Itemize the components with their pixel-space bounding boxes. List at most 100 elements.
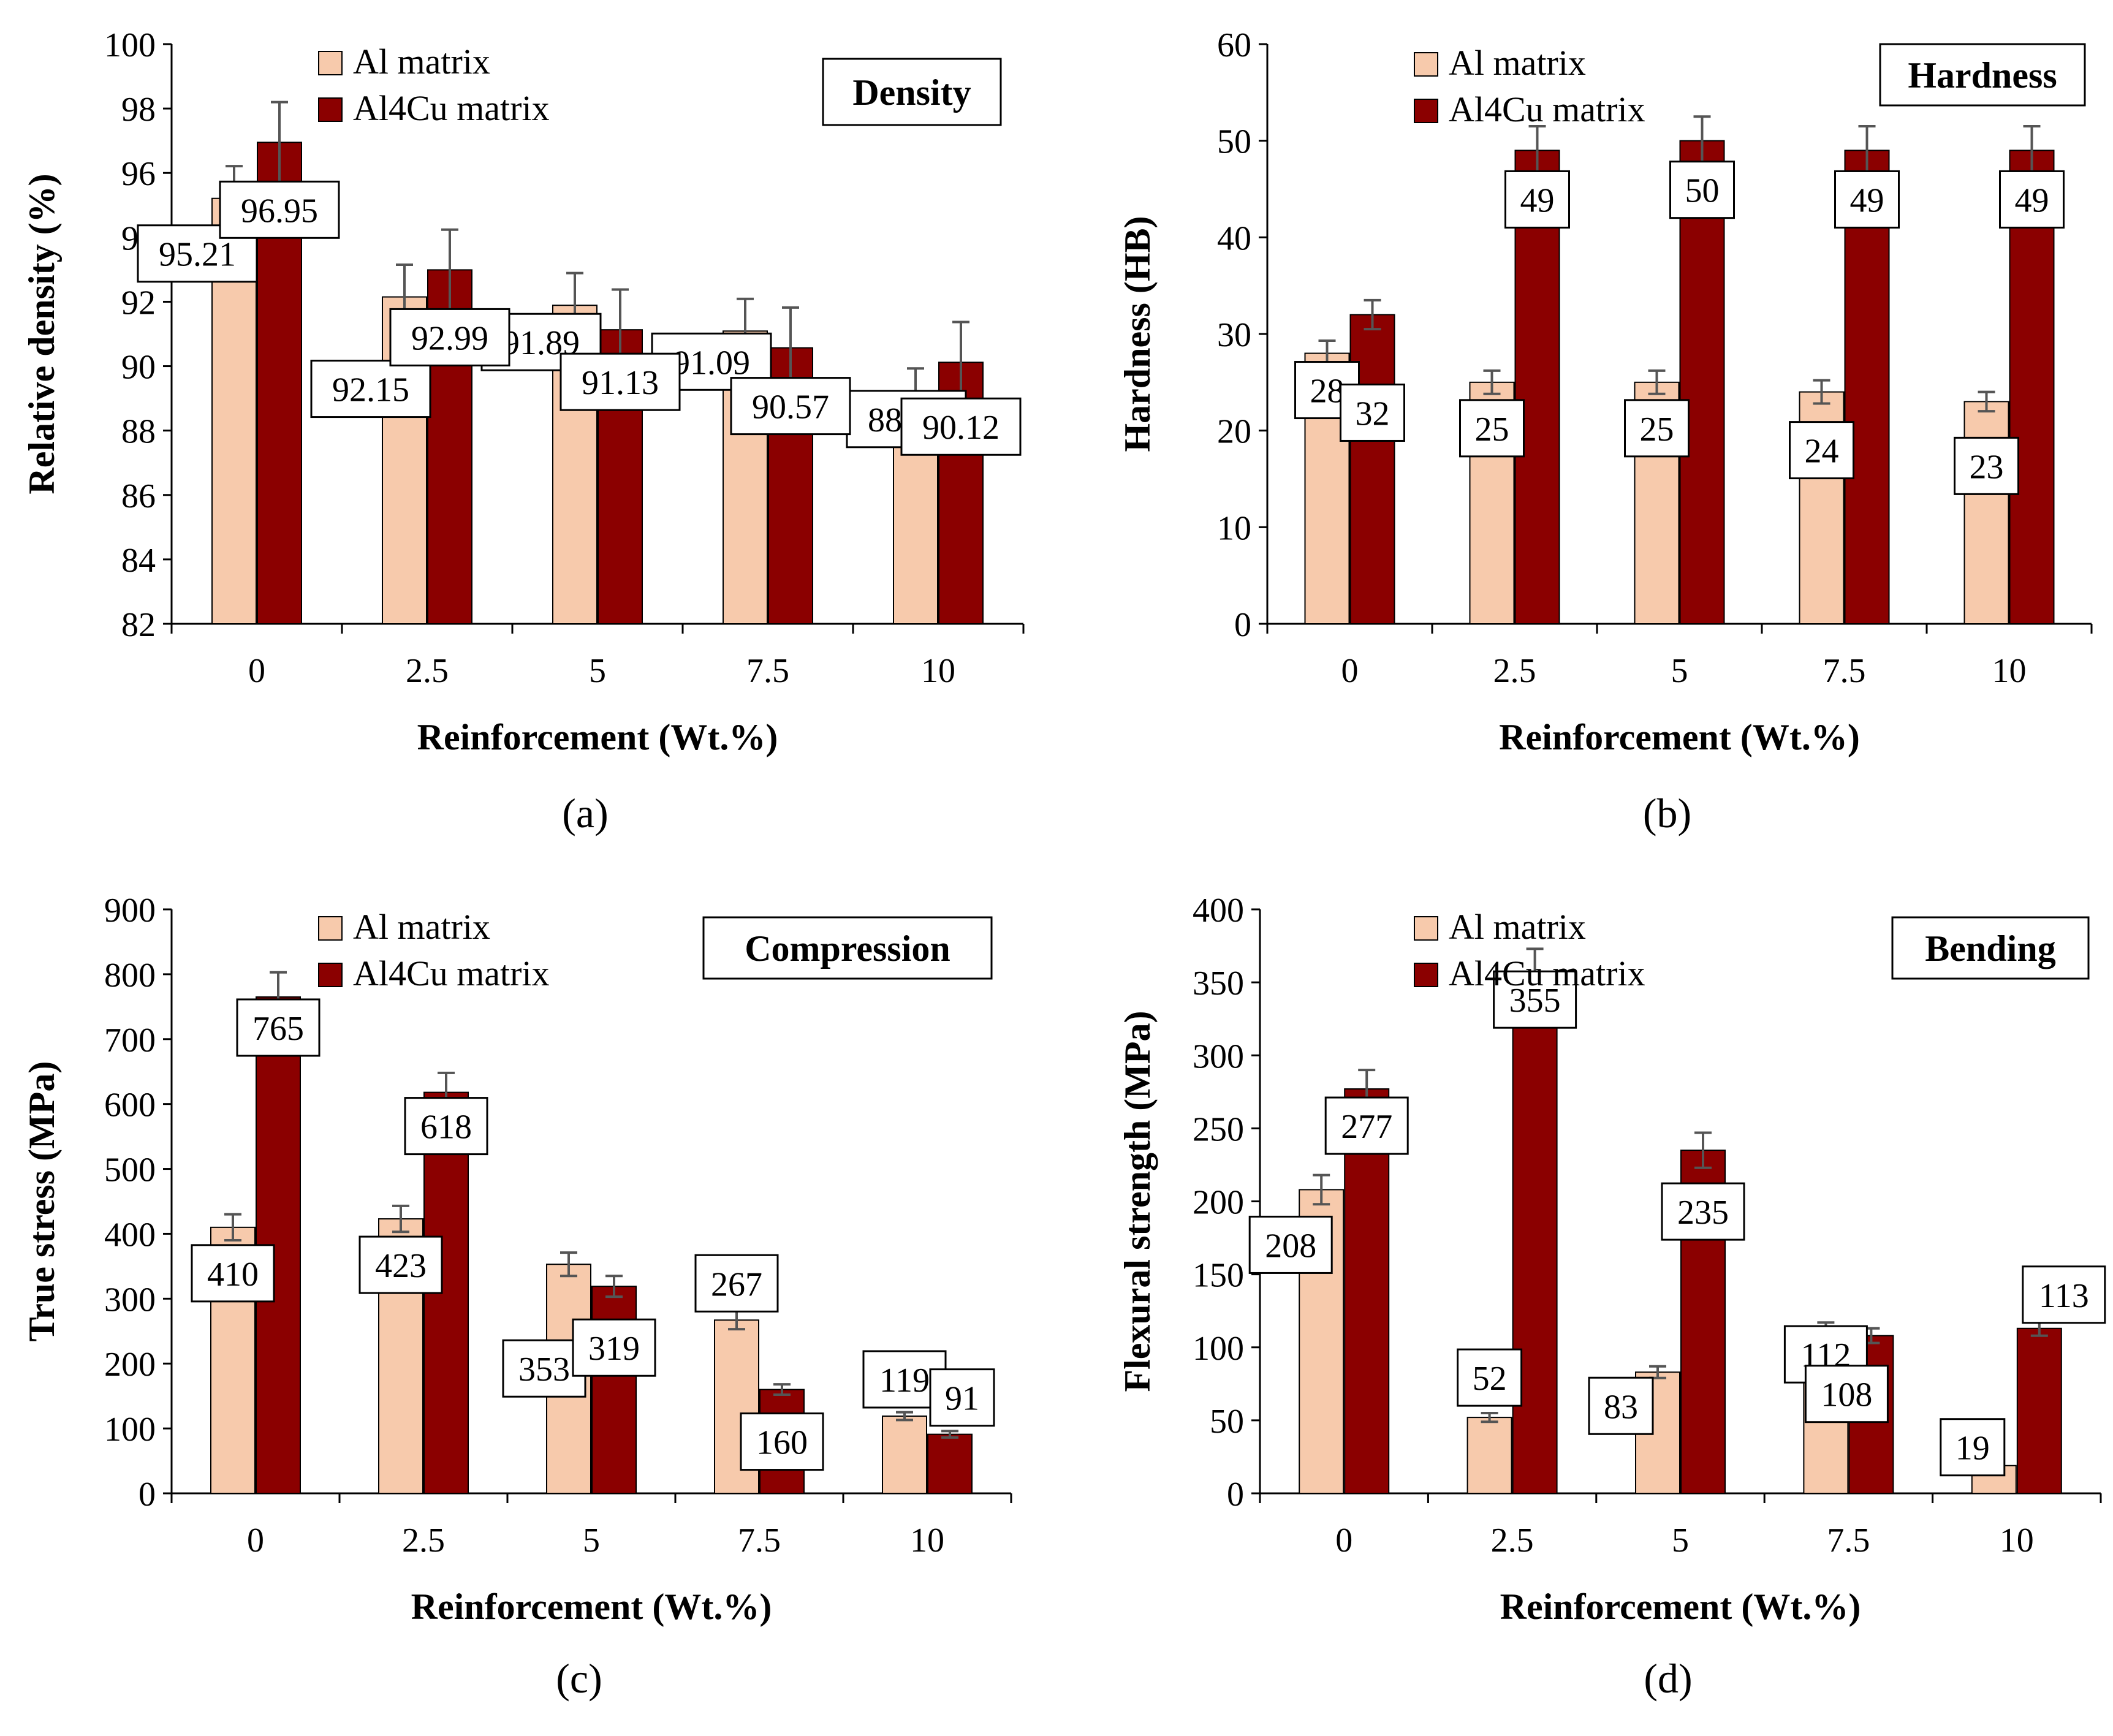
data-label: 319 [588, 1330, 640, 1368]
data-label: 91.09 [673, 344, 750, 382]
data-label: 765 [252, 1010, 304, 1048]
x-tick-label: 10 [910, 1522, 944, 1560]
y-tick-label: 84 [121, 542, 156, 580]
legend-label: Al4Cu matrix [1449, 953, 1645, 993]
al4cu-matrix-bar-1 [1512, 974, 1558, 1494]
data-label-box [730, 377, 851, 436]
data-label-box [236, 998, 321, 1057]
x-tick-label: 2.5 [1493, 652, 1536, 690]
x-tick-label: 5 [1672, 1522, 1689, 1560]
x-axis-title: Reinforcement (Wt.%) [417, 717, 778, 757]
y-tick-label: 92 [121, 284, 156, 322]
data-label: 49 [2015, 181, 2049, 219]
y-tick-label: 90 [121, 349, 156, 387]
data-label: 92.15 [332, 371, 409, 409]
data-label: 277 [1341, 1108, 1392, 1146]
al4cu-matrix-bar-4 [2016, 1327, 2062, 1495]
y-tick-label: 400 [104, 1216, 156, 1254]
legend-swatch-al4cu [318, 97, 343, 122]
y-tick-label: 350 [1193, 965, 1244, 1003]
data-label: 49 [1850, 181, 1884, 219]
chart-panel-c: 0 100 200 300 400 500 600 700 800 900 0 2.5 5 7.5 10 Re… [21, 892, 1012, 1702]
legend-label: Al matrix [1449, 907, 1586, 947]
data-label: 32 [1356, 395, 1390, 433]
data-label: 353 [518, 1351, 570, 1389]
data-label-box [1940, 1418, 2006, 1477]
y-tick-label: 50 [1217, 123, 1251, 161]
y-tick-label: 0 [1227, 1476, 1244, 1514]
data-label-box [740, 1412, 824, 1471]
y-tick-label: 200 [1193, 1184, 1244, 1222]
x-tick-label: 10 [921, 652, 955, 690]
chart-title: Bending [1925, 928, 2055, 969]
y-tick-label: 86 [121, 477, 156, 515]
x-tick-label: 10 [2000, 1522, 2034, 1560]
data-label: 91.13 [582, 364, 659, 402]
data-label-box [1834, 170, 1900, 229]
data-label-box [1459, 399, 1525, 458]
y-tick-label: 50 [1210, 1403, 1244, 1441]
panel-label: (a) [562, 790, 608, 836]
y-tick-label: 96 [121, 155, 156, 193]
x-tick-label: 5 [583, 1522, 600, 1560]
al4cu-matrix-bar-1 [1514, 150, 1560, 624]
y-tick-label: 0 [138, 1476, 156, 1514]
data-label-box [1804, 1365, 1889, 1423]
chart-title-box [822, 58, 1002, 126]
data-label-box [191, 1244, 275, 1303]
data-label-box [219, 180, 340, 239]
legend-swatch-al [318, 916, 343, 941]
x-tick-label: 0 [247, 1522, 264, 1560]
data-label: 25 [1640, 411, 1674, 449]
x-axis-title: Reinforcement (Wt.%) [1500, 1586, 1861, 1627]
data-label: 83 [1604, 1388, 1638, 1426]
data-label-box [929, 1368, 995, 1427]
y-tick-label: 10 [1217, 509, 1251, 547]
data-label-box [1588, 1376, 1654, 1435]
al-matrix-bar-4 [882, 1415, 927, 1495]
y-axis-title: True stress (MPa) [21, 1061, 62, 1342]
al4cu-matrix-bar-0 [1344, 1088, 1390, 1494]
y-tick-label: 0 [1234, 606, 1251, 644]
y-tick-label: 100 [104, 1411, 156, 1449]
y-axis-title: Relative density (%) [21, 173, 62, 494]
y-tick-label: 300 [1193, 1037, 1244, 1075]
x-axis-title: Reinforcement (Wt.%) [411, 1586, 772, 1627]
data-label-box [1661, 1182, 1745, 1241]
panel-label: (c) [556, 1655, 602, 1702]
data-label: 90.57 [752, 389, 829, 426]
data-label-box [2022, 1265, 2106, 1324]
y-axis-title: Hardness (HB) [1117, 216, 1158, 452]
x-tick-label: 5 [1671, 652, 1688, 690]
data-label: 267 [711, 1265, 762, 1303]
x-tick-label: 0 [1341, 652, 1359, 690]
legend-label: Al4Cu matrix [353, 953, 550, 993]
x-tick-label: 2.5 [402, 1522, 445, 1560]
data-label: 25 [1475, 411, 1509, 449]
data-label: 90.12 [922, 409, 1000, 447]
y-axis-title: Flexural strength (MPa) [1117, 1010, 1158, 1392]
data-label: 92.99 [411, 319, 488, 357]
data-label-box [389, 308, 510, 366]
data-label-box [694, 1254, 779, 1313]
y-tick-label: 100 [104, 26, 156, 64]
y-tick-label: 300 [104, 1281, 156, 1319]
data-label: 355 [1509, 982, 1561, 1020]
data-label: 410 [207, 1256, 259, 1294]
data-label-box [404, 1097, 488, 1156]
y-tick-label: 200 [104, 1346, 156, 1384]
legend-swatch-al4cu [318, 963, 343, 987]
data-label-box [560, 352, 681, 411]
x-tick-label: 0 [248, 652, 265, 690]
data-label-box [1954, 436, 2019, 495]
y-tick-label: 150 [1193, 1257, 1244, 1295]
y-tick-label: 30 [1217, 316, 1251, 354]
y-tick-label: 500 [104, 1151, 156, 1189]
y-tick-label: 88 [121, 413, 156, 451]
data-label-box [1248, 1215, 1333, 1274]
y-tick-label: 98 [121, 91, 156, 129]
panel-label: (d) [1644, 1655, 1692, 1702]
data-label-box [1504, 170, 1570, 229]
data-label: 49 [1520, 181, 1555, 219]
